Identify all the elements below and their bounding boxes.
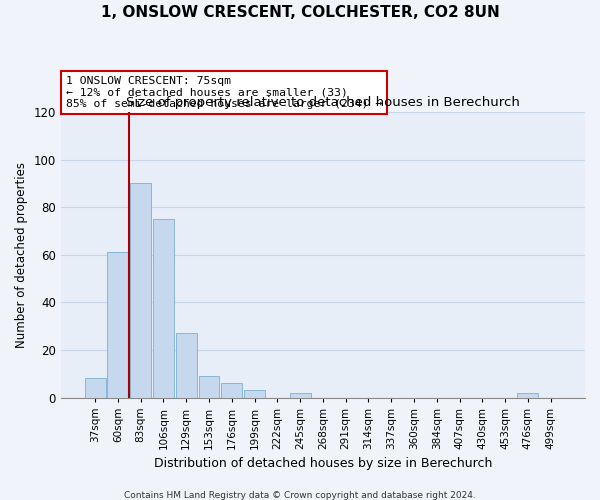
Text: Contains HM Land Registry data © Crown copyright and database right 2024.: Contains HM Land Registry data © Crown c… (124, 490, 476, 500)
Bar (176, 334, 197, 398)
Bar (290, 393, 311, 398)
Y-axis label: Number of detached properties: Number of detached properties (15, 162, 28, 348)
Bar (130, 184, 151, 398)
Text: 1, ONSLOW CRESCENT, COLCHESTER, CO2 8UN: 1, ONSLOW CRESCENT, COLCHESTER, CO2 8UN (101, 5, 499, 20)
Title: Size of property relative to detached houses in Berechurch: Size of property relative to detached ho… (126, 96, 520, 110)
Bar (517, 393, 538, 398)
Bar (153, 219, 174, 398)
Bar (221, 383, 242, 398)
Text: 1 ONSLOW CRESCENT: 75sqm
← 12% of detached houses are smaller (33)
85% of semi-d: 1 ONSLOW CRESCENT: 75sqm ← 12% of detach… (66, 76, 382, 109)
Bar (244, 390, 265, 398)
Bar (85, 378, 106, 398)
Bar (107, 252, 128, 398)
Bar (199, 376, 220, 398)
X-axis label: Distribution of detached houses by size in Berechurch: Distribution of detached houses by size … (154, 457, 492, 470)
